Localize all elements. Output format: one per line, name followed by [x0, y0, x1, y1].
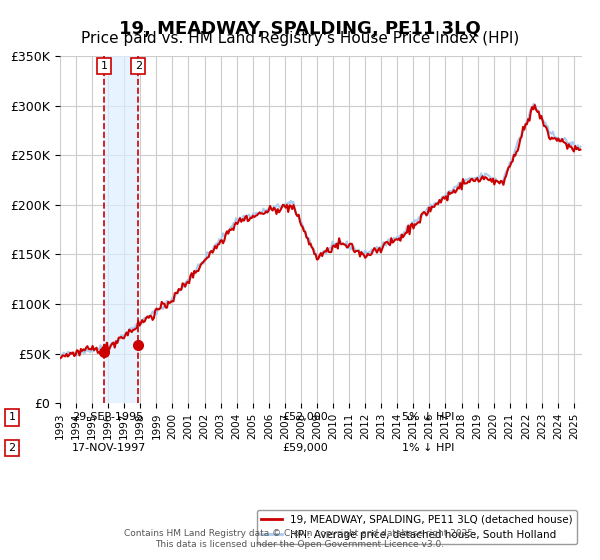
Text: Contains HM Land Registry data © Crown copyright and database right 2025.
This d: Contains HM Land Registry data © Crown c… [124, 529, 476, 549]
Text: £52,000: £52,000 [282, 412, 328, 422]
Text: 2: 2 [135, 61, 142, 71]
Legend: 19, MEADWAY, SPALDING, PE11 3LQ (detached house), HPI: Average price, detached h: 19, MEADWAY, SPALDING, PE11 3LQ (detache… [257, 510, 577, 544]
Text: 1: 1 [101, 61, 107, 71]
Text: 19, MEADWAY, SPALDING, PE11 3LQ: 19, MEADWAY, SPALDING, PE11 3LQ [119, 20, 481, 38]
Text: 29-SEP-1995: 29-SEP-1995 [72, 412, 143, 422]
Text: 5% ↓ HPI: 5% ↓ HPI [402, 412, 454, 422]
Text: 2: 2 [8, 443, 16, 453]
Text: 1: 1 [8, 412, 16, 422]
Text: £59,000: £59,000 [282, 443, 328, 453]
Text: 17-NOV-1997: 17-NOV-1997 [72, 443, 146, 453]
Text: 1% ↓ HPI: 1% ↓ HPI [402, 443, 454, 453]
Bar [104, 56, 139, 403]
Text: Price paid vs. HM Land Registry's House Price Index (HPI): Price paid vs. HM Land Registry's House … [81, 31, 519, 46]
